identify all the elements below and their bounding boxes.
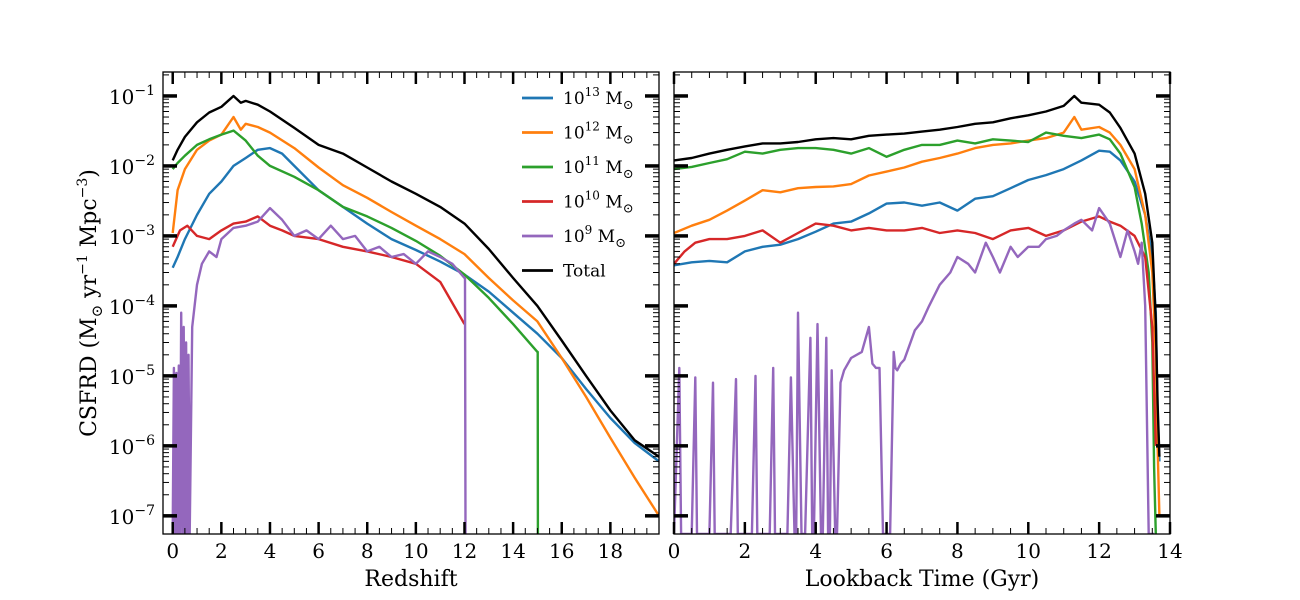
lookback-xtick-label: 10 (1016, 539, 1041, 563)
legend-label-1: 1012 M⊙ (563, 120, 634, 148)
redshift-xtick-label: 4 (264, 539, 277, 563)
y-axis-label: CSFRD (M⊙ yr−1 Mpc−3) (75, 169, 106, 437)
lookback-xtick-label: 6 (880, 539, 893, 563)
lookback-series-line-1 (674, 115, 1161, 516)
legend-label-0: 1013 M⊙ (563, 85, 634, 113)
redshift-xtick-label: 16 (549, 539, 574, 563)
redshift-xtick-label: 18 (598, 539, 623, 563)
lookback-series-line-4 (674, 206, 1155, 534)
redshift-axes-frame (162, 71, 660, 535)
redshift-series-line-5 (171, 94, 659, 458)
lookback-xtick-label: 0 (668, 539, 681, 563)
legend-label-3: 1010 M⊙ (563, 189, 634, 217)
legend-label-4: 109 M⊙ (563, 223, 626, 251)
redshift-xtick-label: 12 (452, 539, 477, 563)
panel-redshift: 10−7 10−6 10−5 10−4 10−3 10−2 10−1 0 2 4 6 8 10 12 14 1… (109, 71, 660, 592)
redshift-series-line-4 (171, 206, 467, 534)
redshift-xtick-label: 0 (166, 539, 179, 563)
yaxis-label-text: CSFRD (M⊙ yr−1 Mpc−3) (75, 169, 106, 437)
lookback-xtick-label: 2 (738, 539, 751, 563)
redshift-series-line-2 (171, 129, 540, 534)
lookback-xtick-label: 12 (1086, 539, 1111, 563)
lookback-xaxis-label: Lookback Time (Gyr) (805, 567, 1040, 592)
ytick-label: 10−7 (109, 503, 155, 529)
redshift-xtick-label: 10 (403, 539, 428, 563)
ytick-label: 10−6 (109, 433, 155, 459)
ytick-label: 10−2 (109, 153, 155, 179)
redshift-series-line-3 (171, 215, 466, 325)
redshift-xtick-label: 14 (500, 539, 525, 563)
ytick-label: 10−1 (109, 83, 155, 109)
redshift-xaxis-label: Redshift (364, 567, 457, 592)
lookback-series-line-5 (674, 94, 1161, 457)
ytick-label: 10−3 (109, 223, 155, 249)
ytick-label: 10−5 (109, 363, 155, 389)
lookback-xtick-label: 4 (809, 539, 822, 563)
lookback-xtick-label: 8 (951, 539, 964, 563)
redshift-xtick-label: 8 (361, 539, 374, 563)
ytick-label: 10−4 (109, 293, 155, 319)
legend: 1013 M⊙ 1012 M⊙ 1011 M⊙ 1010 M⊙ 109 M⊙ Total (522, 85, 634, 282)
lookback-axes-frame (673, 71, 1171, 535)
redshift-series-line-1 (171, 115, 659, 517)
legend-label-5: Total (563, 262, 606, 282)
lookback-xtick-label: 14 (1157, 539, 1182, 563)
legend-label-2: 1011 M⊙ (563, 154, 634, 182)
redshift-xtick-label: 2 (215, 539, 228, 563)
lookback-series-line-0 (674, 149, 1161, 462)
lookback-series-line-2 (674, 131, 1157, 534)
redshift-xtick-label: 6 (312, 539, 325, 563)
panel-lookback-time: 0 2 4 6 8 10 12 14 Lookback Time (Gyr) (668, 71, 1183, 592)
